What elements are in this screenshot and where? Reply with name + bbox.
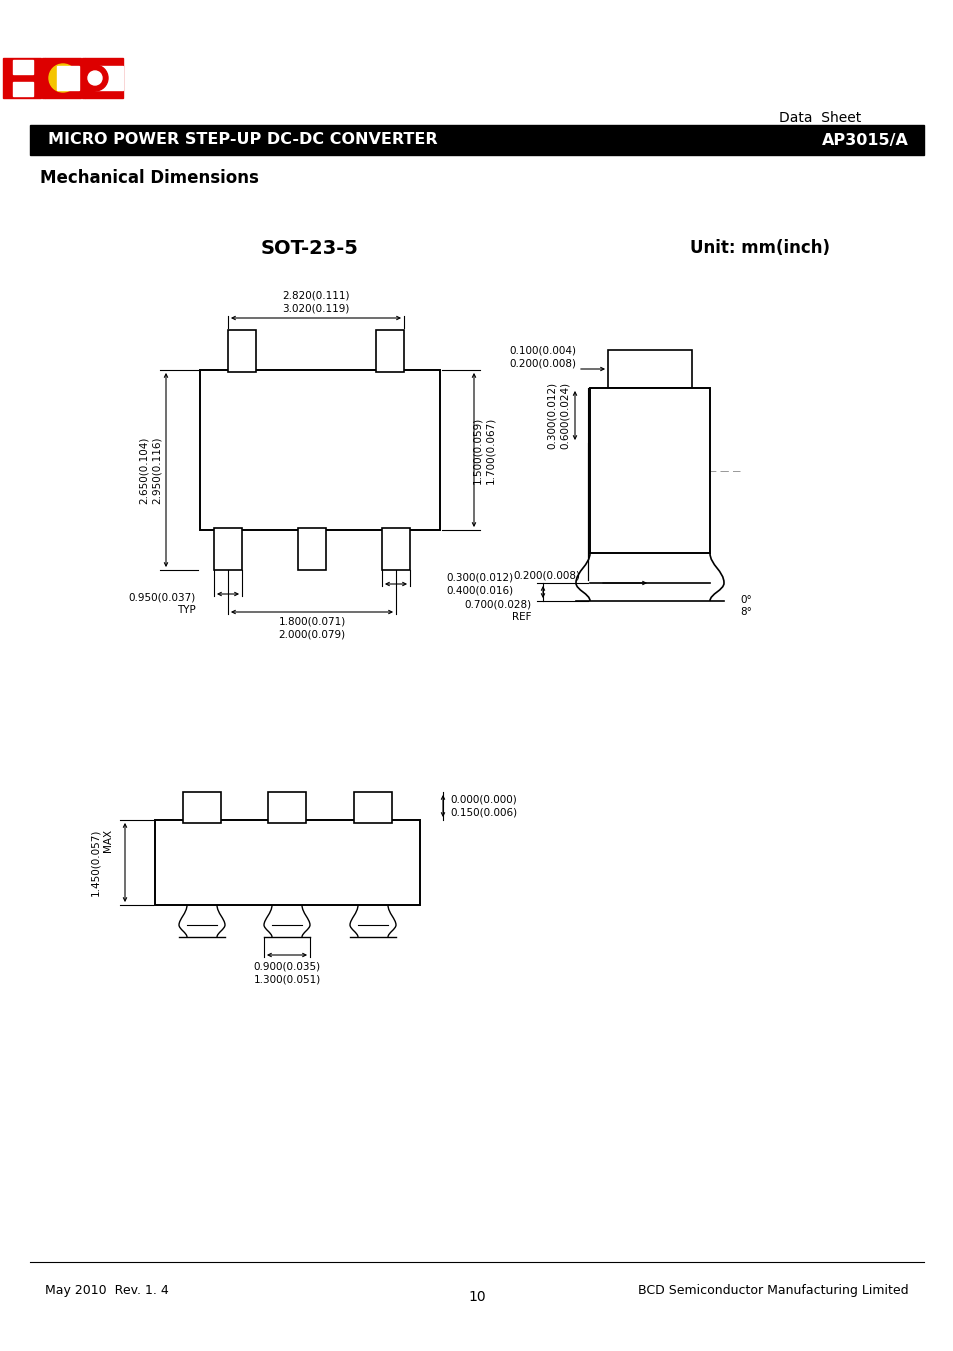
Circle shape [82,65,108,91]
Text: AP3015/A: AP3015/A [821,132,908,147]
Text: 10: 10 [468,1290,485,1304]
Bar [3,58,41,99]
Text: MICRO POWER STEP-UP DC-DC CONVERTER: MICRO POWER STEP-UP DC-DC CONVERTER [48,132,437,147]
Text: 0°
8°: 0° 8° [740,594,751,617]
Text: 0.700(0.028)
REF: 0.700(0.028) REF [464,600,532,623]
Bar [5,59,37,76]
Bar [82,58,85,99]
Text: 0.100(0.004)
0.200(0.008): 0.100(0.004) 0.200(0.008) [509,346,576,369]
Bar [297,528,326,570]
Text: 0.300(0.012)
0.600(0.024): 0.300(0.012) 0.600(0.024) [547,381,569,449]
Circle shape [88,72,102,85]
Bar [607,350,691,388]
Bar [13,74,37,82]
Bar [589,388,709,553]
Bar [354,792,392,823]
Bar [228,330,255,372]
Bar [85,58,123,99]
Bar [375,330,403,372]
Bar [45,58,81,99]
Bar [381,528,410,570]
Text: Unit: mm(inch): Unit: mm(inch) [689,239,829,257]
Text: 1.450(0.057)
MAX: 1.450(0.057) MAX [91,828,112,896]
Bar [13,88,37,96]
Text: 0.200(0.008): 0.200(0.008) [513,570,579,580]
Text: 1.800(0.071)
2.000(0.079): 1.800(0.071) 2.000(0.079) [278,616,345,639]
Text: 0.900(0.035)
1.300(0.051): 0.900(0.035) 1.300(0.051) [253,962,320,985]
Text: Data  Sheet: Data Sheet [778,111,861,126]
Bar [30,126,923,155]
Bar [183,792,221,823]
Text: SOT-23-5: SOT-23-5 [261,239,358,258]
Bar [13,59,37,68]
Bar [268,792,306,823]
Bar [154,820,419,905]
Bar [5,80,37,96]
Text: Mechanical Dimensions: Mechanical Dimensions [40,169,258,186]
Text: 0.000(0.000)
0.150(0.006): 0.000(0.000) 0.150(0.006) [450,794,517,817]
Bar [13,59,33,74]
Text: 2.650(0.104)
2.950(0.116): 2.650(0.104) 2.950(0.116) [138,436,161,504]
Text: May 2010  Rev. 1. 4: May 2010 Rev. 1. 4 [45,1283,169,1297]
Bar [213,528,242,570]
Bar [5,59,13,96]
Text: 2.820(0.111)
3.020(0.119): 2.820(0.111) 3.020(0.119) [282,290,350,313]
Bar [57,66,79,91]
Text: 0.950(0.037)
TYP: 0.950(0.037) TYP [129,593,195,616]
Text: 0.300(0.012)
0.400(0.016): 0.300(0.012) 0.400(0.016) [446,573,513,596]
Text: 1.500(0.059)
1.700(0.067): 1.500(0.059) 1.700(0.067) [472,416,495,484]
Bar [42,58,45,99]
Bar [95,66,123,91]
Circle shape [49,63,77,92]
Bar [200,370,439,530]
Text: BCD Semiconductor Manufacturing Limited: BCD Semiconductor Manufacturing Limited [638,1283,908,1297]
Bar [13,82,33,96]
